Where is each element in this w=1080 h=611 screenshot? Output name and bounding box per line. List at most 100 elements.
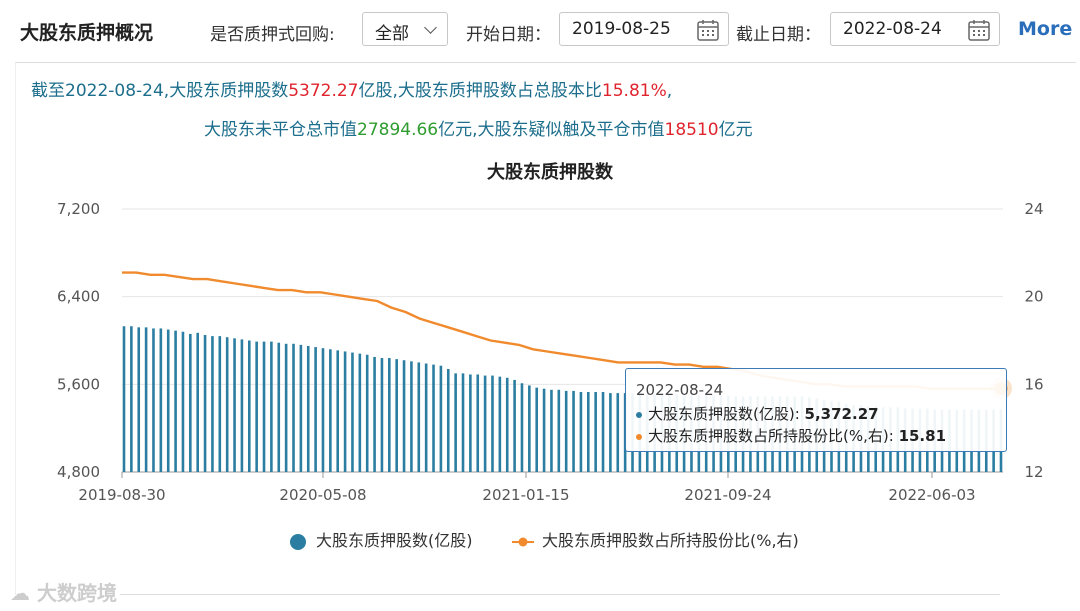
pledge-ratio-value: 15.81% — [601, 81, 667, 101]
y-tick-label: 5,600 — [57, 375, 100, 393]
bar — [373, 356, 376, 472]
bar — [454, 373, 457, 472]
bar — [336, 350, 340, 472]
bar — [572, 390, 575, 472]
bar — [513, 379, 516, 472]
pledge-buyback-select[interactable]: 全部 — [362, 12, 448, 46]
bar — [321, 348, 325, 472]
end-date-label: 截止日期： — [736, 25, 821, 45]
bar — [174, 330, 177, 472]
summary-text: 亿元 — [718, 120, 753, 140]
bar — [432, 364, 435, 472]
bar — [299, 344, 303, 472]
bar — [329, 349, 332, 472]
bar — [388, 358, 391, 472]
tooltip: 2022-08-24 大股东质押股数(亿股): 5,372.27 大股东质押股数… — [625, 368, 1007, 452]
start-date-input[interactable]: 2019-08-25 — [559, 12, 729, 46]
bar — [181, 331, 185, 472]
bar — [380, 358, 384, 472]
filter-bar: 大股东质押概况 是否质押式回购: 全部 开始日期： 2019-08-25 截止日… — [0, 0, 1080, 62]
bar — [498, 376, 502, 472]
bar — [579, 392, 583, 472]
bar — [469, 374, 472, 472]
bar — [601, 392, 605, 472]
y2-tick-label: 12 — [1024, 463, 1043, 481]
legend-item-ratio[interactable]: 大股东质押股数占所持股份比(%,右) — [512, 527, 799, 551]
bar — [542, 388, 546, 472]
y2-tick-label: 24 — [1024, 200, 1043, 218]
x-tick-label: 2019-08-30 — [78, 486, 165, 504]
bar — [211, 336, 214, 472]
bar — [247, 340, 251, 472]
tooltip-date: 2022-08-24 — [636, 381, 724, 399]
end-date-value: 2022-08-24 — [843, 19, 942, 39]
bar — [402, 360, 406, 472]
bar — [314, 347, 317, 472]
pledge-buyback-label: 是否质押式回购: — [210, 25, 335, 45]
bar — [417, 362, 421, 472]
bar — [284, 343, 288, 472]
legend-marker — [290, 533, 306, 550]
bar — [159, 328, 163, 472]
x-tick-label: 2022-06-03 — [888, 486, 975, 504]
summary-line-1: 截至2022-08-24,大股东质押股数5372.27亿股,大股东质押股数占总股… — [31, 76, 672, 101]
y-tick-label: 6,400 — [57, 288, 100, 306]
bar — [528, 385, 531, 472]
chart-title: 大股东质押股数 — [487, 162, 613, 183]
bar — [439, 365, 443, 472]
bar — [395, 359, 398, 472]
y-tick-label: 4,800 — [57, 463, 100, 481]
bar — [203, 335, 207, 472]
bar — [609, 393, 612, 472]
bar — [483, 375, 487, 472]
bar — [122, 326, 126, 472]
start-date-label: 开始日期： — [466, 25, 551, 45]
bar — [166, 329, 170, 472]
bar — [520, 383, 524, 472]
y2-tick-label: 20 — [1024, 288, 1043, 306]
legend-label: 大股东质押股数占所持股份比(%,右) — [542, 531, 799, 550]
bar — [262, 341, 266, 472]
section-title: 大股东质押概况 — [20, 22, 154, 44]
tooltip-row-ratio: 大股东质押股数占所持股份比(%,右): 15.81 — [636, 425, 946, 446]
bar — [424, 363, 428, 472]
series-dot — [636, 433, 642, 440]
tooltip-value: 5,372.27 — [804, 405, 879, 423]
bar — [270, 341, 273, 472]
tooltip-label: 大股东质押股数占所持股份比(%,右): — [648, 427, 894, 445]
bar — [351, 352, 354, 472]
tooltip-label: 大股东质押股数(亿股): — [648, 405, 800, 423]
tooltip-value: 15.81 — [898, 427, 947, 445]
series-dot — [636, 411, 642, 418]
watermark-logo: ☁ 大数跨境 — [10, 581, 117, 605]
bar — [196, 332, 199, 472]
y2-tick-label: 16 — [1024, 375, 1043, 393]
y-tick-label: 7,200 — [57, 200, 100, 218]
bar — [225, 337, 229, 472]
pledge-buyback-value: 全部 — [375, 24, 409, 44]
summary-text: 亿股,大股东质押股数占总股本比 — [358, 81, 602, 101]
bar — [144, 327, 148, 472]
bar — [218, 336, 222, 472]
bar — [255, 341, 258, 472]
legend-item-shares[interactable]: 大股东质押股数(亿股) — [290, 527, 473, 551]
legend-marker — [512, 537, 534, 546]
bar — [461, 373, 465, 472]
bar — [233, 338, 236, 472]
calendar-icon[interactable] — [967, 18, 991, 42]
more-link[interactable]: More — [1018, 18, 1073, 40]
x-tick-label: 2021-01-15 — [482, 486, 569, 504]
divider — [120, 594, 1000, 595]
bar — [358, 353, 362, 472]
pledged-shares-value: 5372.27 — [288, 81, 359, 101]
end-date-input[interactable]: 2022-08-24 — [830, 12, 1000, 46]
bar — [277, 342, 281, 472]
bar — [564, 390, 568, 472]
bar — [240, 339, 244, 472]
bar — [152, 328, 155, 472]
bar — [505, 377, 509, 472]
summary-text: 大股东未平仓总市值 — [204, 120, 357, 140]
chart-panel — [15, 62, 1076, 595]
calendar-icon[interactable] — [696, 18, 720, 42]
